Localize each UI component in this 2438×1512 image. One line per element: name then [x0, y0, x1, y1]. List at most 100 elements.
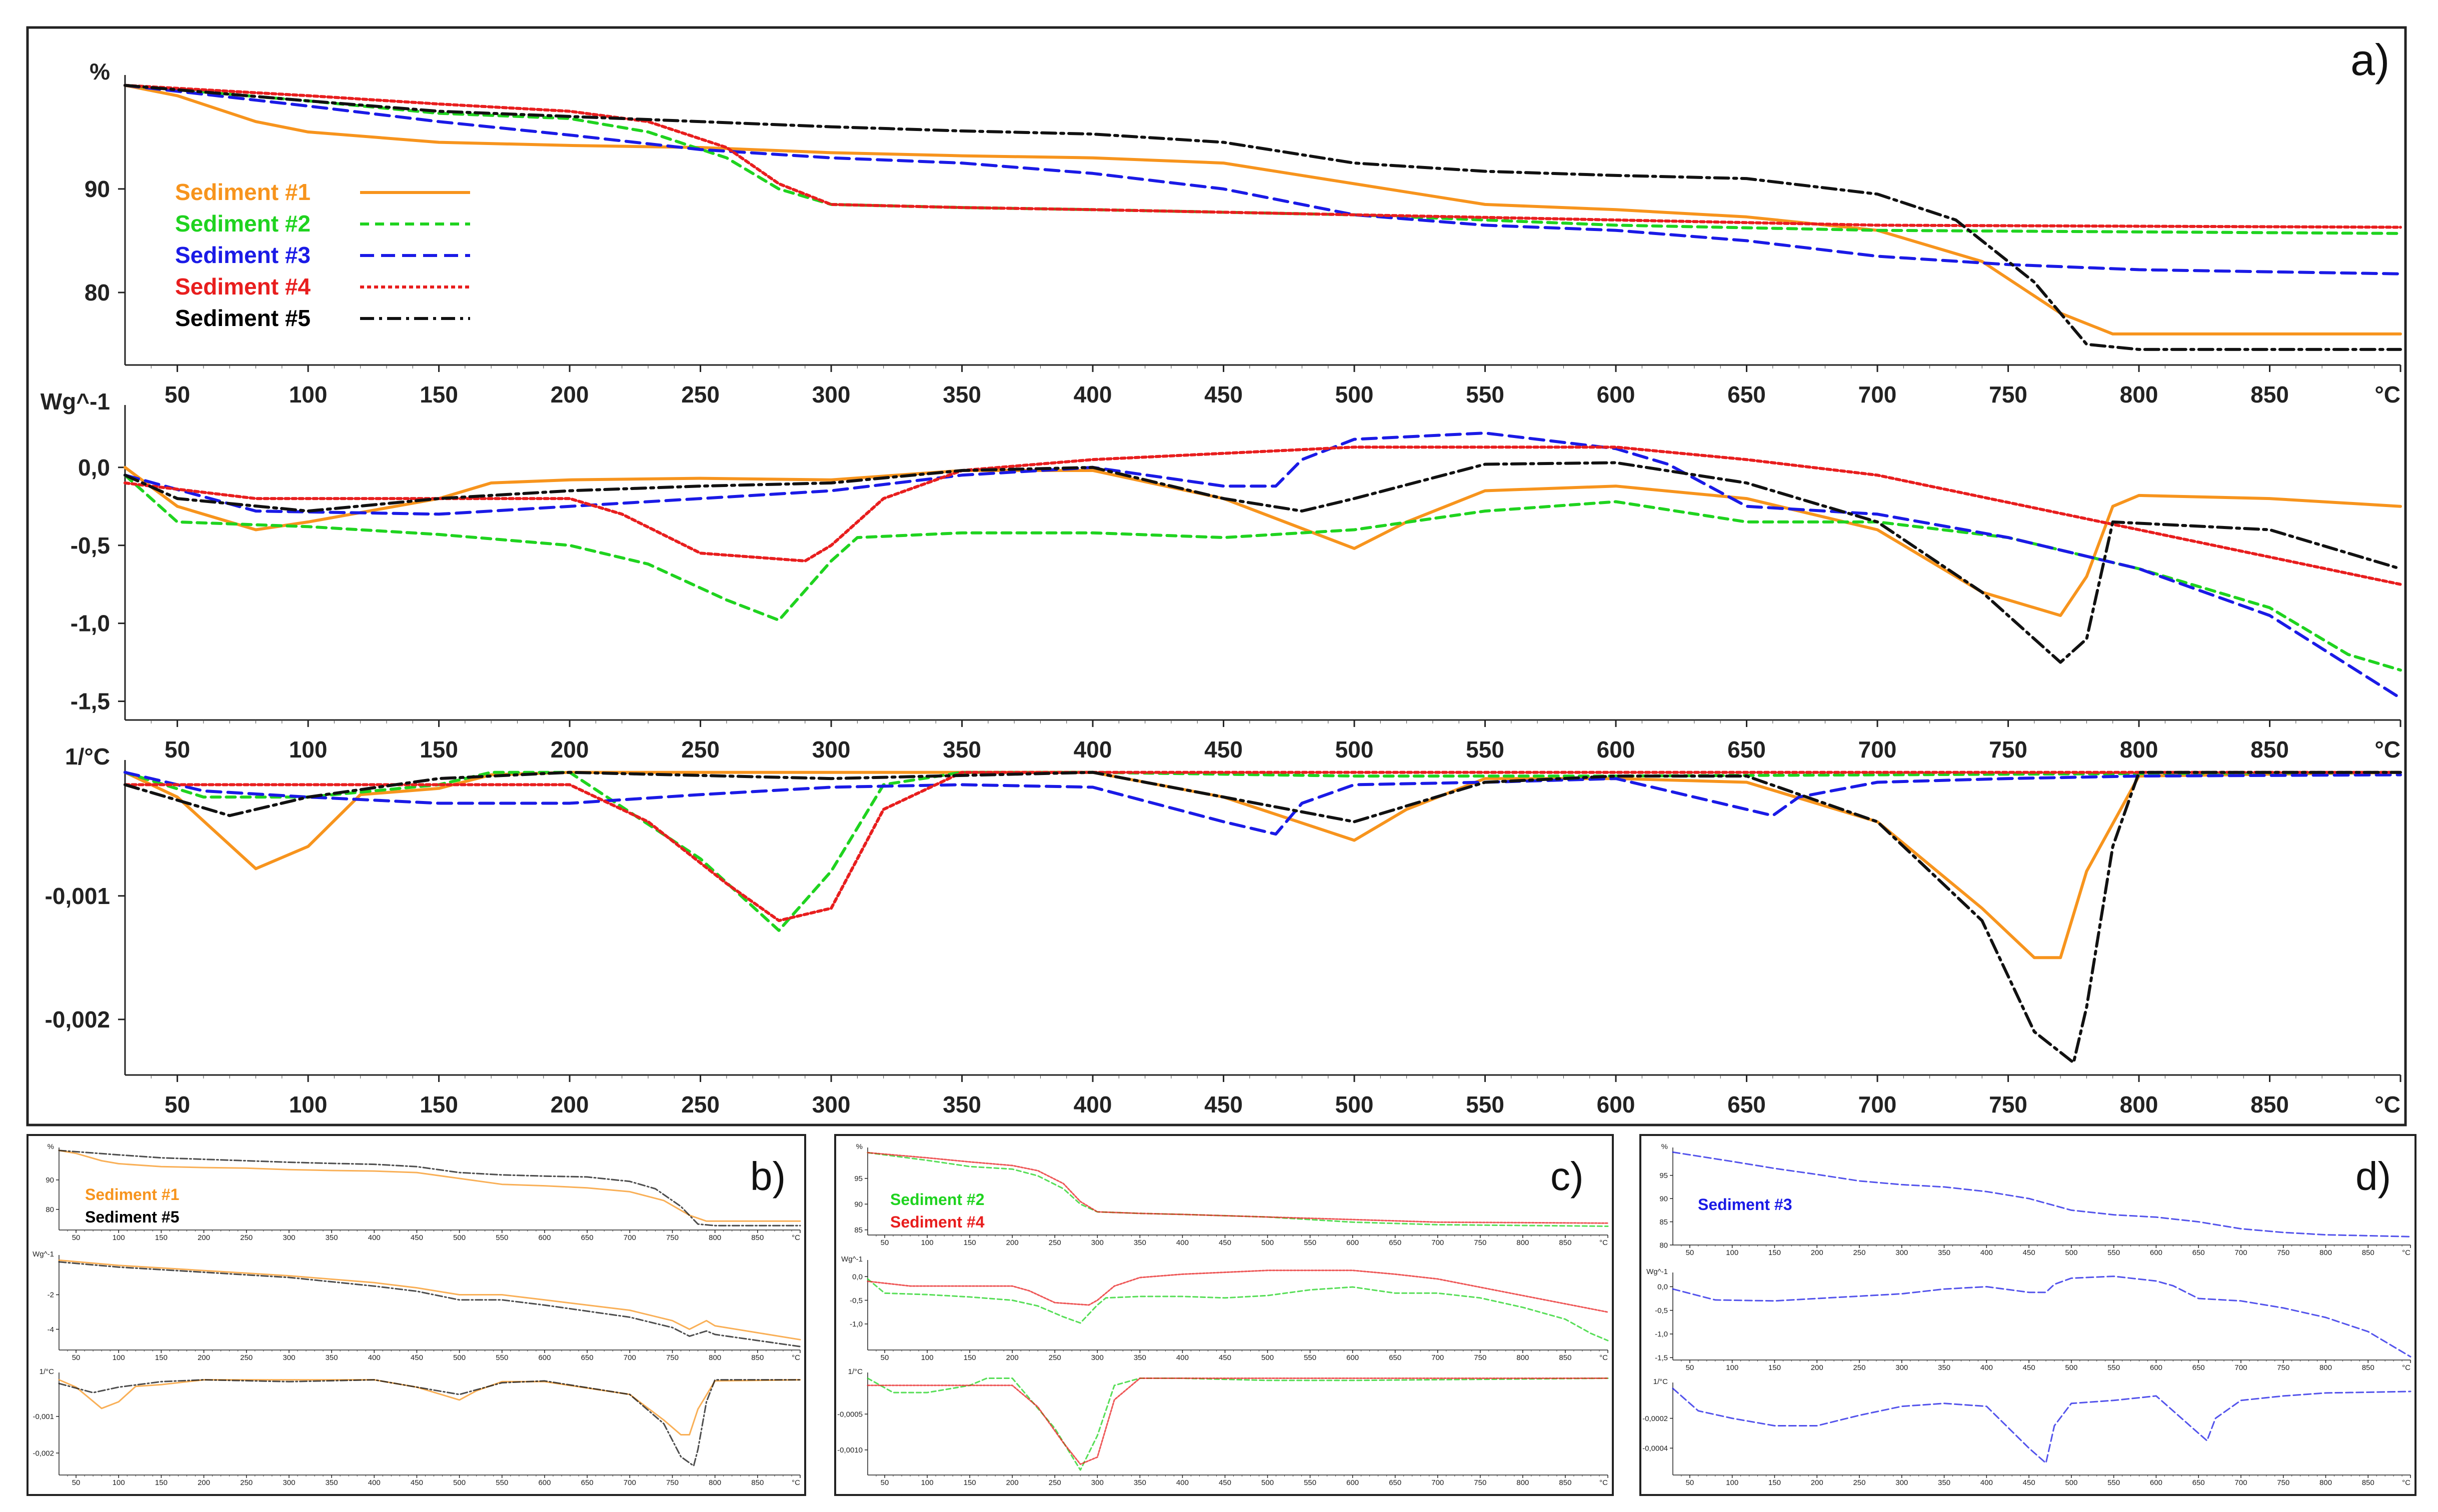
x-tick-label: 650	[581, 1354, 594, 1362]
panel-b-label: b)	[750, 1154, 786, 1198]
series-line-s4-2	[867, 1378, 1609, 1465]
legend-label-s4: Sediment #4	[890, 1213, 985, 1231]
series-line-s4-1	[867, 1270, 1609, 1313]
y-tick-label: -0,5	[71, 532, 110, 558]
x-tick-label: 300	[283, 1354, 295, 1362]
x-tick-label: 450	[1219, 1478, 1231, 1487]
panel-a-border	[26, 26, 2407, 1126]
x-tick-label: 150	[964, 1238, 976, 1247]
x-tick-label: 850	[1559, 1478, 1571, 1487]
y-axis-label: %	[48, 1142, 54, 1151]
x-tick-label: 600	[2150, 1248, 2162, 1257]
panel-b-subplot-1: 50 100 150 200 250 300 350 400 450 500 550 600 650 70…	[33, 1250, 801, 1362]
x-tick-label: 850	[2362, 1248, 2374, 1257]
x-tick-label: 500	[453, 1234, 466, 1242]
panel-a-label: a)	[2350, 35, 2389, 84]
panel-c-subplot-0: 50 100 150 200 250 300 350 400 450 500 550 600 650 70…	[854, 1142, 1609, 1247]
x-tick-label: 350	[943, 382, 981, 408]
y-tick-label: -0,002	[33, 1449, 54, 1458]
series-line-s2-2	[867, 1378, 1609, 1471]
x-tick-label: 750	[1989, 1092, 2027, 1118]
x-tick-label: 300	[283, 1234, 295, 1242]
x-tick-label: 400	[1980, 1478, 1993, 1487]
x-tick-label: 600	[1346, 1478, 1359, 1487]
x-tick-label: 400	[368, 1478, 381, 1487]
x-tick-label: 550	[2107, 1248, 2120, 1257]
x-tick-label: 400	[368, 1354, 381, 1362]
x-tick-label: 400	[1980, 1364, 1993, 1372]
series-line-s2-TG	[124, 84, 2402, 235]
y-axis-label: 1/°C	[40, 1368, 55, 1376]
x-tick-label: 100	[1726, 1364, 1738, 1372]
x-tick-label: 700	[1431, 1478, 1444, 1487]
x-tick-label: 350	[943, 736, 981, 762]
x-tick-label: 400	[1176, 1238, 1189, 1247]
x-tick-label: 500	[1261, 1238, 1274, 1247]
series-line-s1-TG	[124, 84, 2402, 336]
y-tick-label: -0,5	[1655, 1306, 1668, 1315]
x-tick-label: 800	[1516, 1238, 1529, 1247]
x-tick-label: 750	[666, 1478, 679, 1487]
x-tick-label: 200	[1006, 1354, 1019, 1362]
y-tick-label: 85	[1659, 1218, 1668, 1226]
x-tick-label: 350	[326, 1354, 338, 1362]
x-tick-label: 550	[1466, 382, 1504, 408]
y-tick-label: 90	[854, 1200, 863, 1208]
panel-a-subplot-2: 50 100 150 200 250 300 350 400 450 500 550 600 650 70…	[45, 744, 2402, 1118]
x-tick-label: 250	[240, 1234, 253, 1242]
x-tick-label: 850	[1559, 1354, 1571, 1362]
x-tick-label: 800	[2120, 736, 2158, 762]
series-line-s4-0	[867, 1152, 1609, 1224]
x-tick-label: 800	[2120, 1092, 2158, 1118]
series-line-s5-DTG	[124, 770, 2402, 1064]
y-tick-label: 0,0	[852, 1272, 863, 1281]
y-tick-label: -1,5	[1655, 1354, 1668, 1362]
y-tick-label: 0,0	[78, 454, 110, 480]
x-tick-label: 100	[1726, 1478, 1738, 1487]
x-tick-label: 800	[1516, 1354, 1529, 1362]
x-tick-label: 750	[1474, 1354, 1486, 1362]
panel-a: a) 50 100 150 200 250 300 350 400 450 500 550 600 650…	[26, 26, 2407, 1126]
x-tick-label: 100	[113, 1354, 125, 1362]
y-tick-label: 95	[1659, 1172, 1668, 1180]
x-tick-label: 200	[551, 736, 589, 762]
series-line-s5-DSC	[124, 461, 2402, 664]
y-axis-label: Wg^-1	[41, 388, 110, 414]
series-line-s1-1	[58, 1259, 801, 1340]
y-tick-label: 90	[46, 1176, 54, 1184]
x-tick-label: 450	[1204, 382, 1243, 408]
x-tick-label: 300	[1091, 1354, 1104, 1362]
y-tick-label: 90	[85, 176, 110, 202]
x-tick-label: 750	[1989, 736, 2027, 762]
series-line-s3-DSC	[124, 432, 2402, 700]
x-tick-label: 500	[2065, 1478, 2077, 1487]
panel-a-subplot-1: 50 100 150 200 250 300 350 400 450 500 550 600 650 70…	[41, 388, 2402, 762]
x-tick-label: 350	[1134, 1238, 1146, 1247]
x-tick-label: 150	[1768, 1248, 1781, 1257]
y-tick-label: -4	[48, 1326, 54, 1334]
x-tick-label: 550	[1304, 1238, 1316, 1247]
x-tick-label: 450	[2023, 1364, 2035, 1372]
x-tick-label: 150	[155, 1478, 168, 1487]
x-tick-label: 550	[1466, 1092, 1504, 1118]
x-tick-label: 750	[666, 1234, 679, 1242]
y-axis-label: 1/°C	[848, 1368, 863, 1376]
x-tick-label: 100	[1726, 1248, 1738, 1257]
y-tick-label: 90	[1659, 1194, 1668, 1203]
x-tick-label: 300	[1895, 1364, 1908, 1372]
series-line-s2-1	[867, 1278, 1609, 1342]
x-tick-label: 800	[2319, 1364, 2332, 1372]
x-tick-label: 550	[496, 1234, 508, 1242]
x-tick-label: 100	[921, 1478, 934, 1487]
x-tick-label: 450	[1219, 1238, 1231, 1247]
x-tick-label: 250	[1853, 1478, 1865, 1487]
x-tick-label: 50	[1686, 1478, 1694, 1487]
x-tick-label: 700	[1858, 382, 1897, 408]
x-tick-label: 500	[2065, 1364, 2077, 1372]
x-tick-label: 300	[1091, 1238, 1104, 1247]
legend-label-s5: Sediment #5	[175, 305, 311, 331]
x-tick-label: 550	[2107, 1478, 2120, 1487]
x-tick-label: 350	[326, 1234, 338, 1242]
panel-b-subplot-0: 50 100 150 200 250 300 350 400 450 500 550 600 650 70…	[46, 1142, 801, 1242]
y-tick-label: 85	[854, 1226, 863, 1234]
